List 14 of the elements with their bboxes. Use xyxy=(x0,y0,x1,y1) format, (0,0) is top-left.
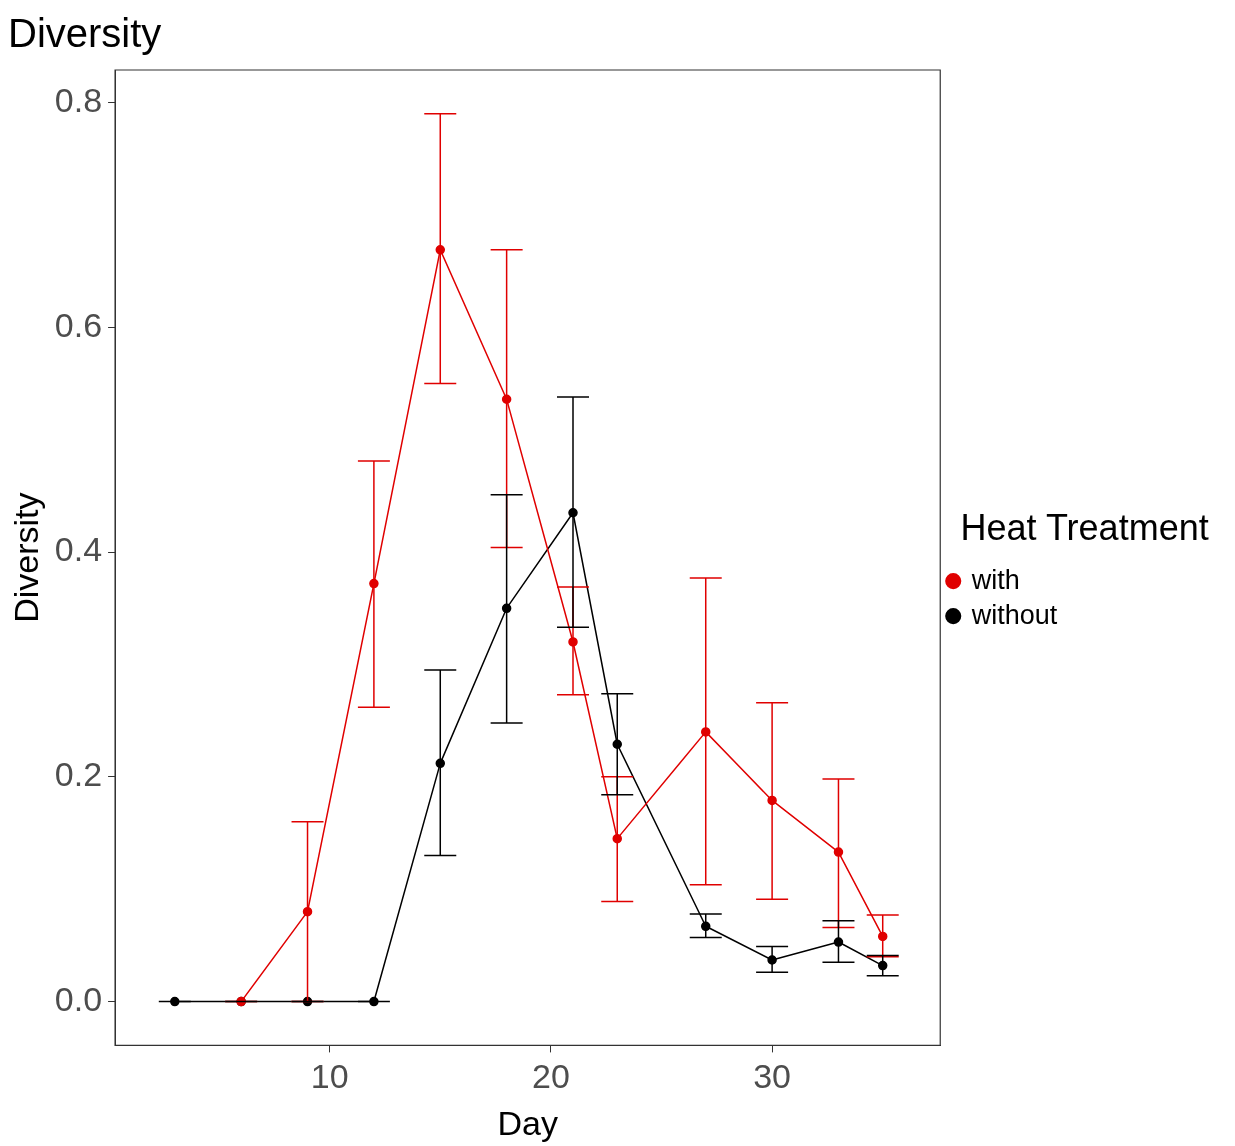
legend-label: without xyxy=(970,599,1058,630)
x-tick-label: 20 xyxy=(531,1057,570,1096)
legend-title: Heat Treatment xyxy=(960,507,1209,549)
legend-label: with xyxy=(970,564,1020,595)
x-tick-label: 10 xyxy=(310,1057,349,1096)
y-tick-label: 0.6 xyxy=(54,305,103,344)
x-axis-title: Day xyxy=(497,1103,558,1142)
y-tick-label: 0.2 xyxy=(54,755,103,794)
x-tick-label: 30 xyxy=(753,1057,792,1096)
y-tick-label: 0.4 xyxy=(54,530,103,569)
y-tick-label: 0.0 xyxy=(54,979,103,1018)
y-tick-label: 0.8 xyxy=(54,80,103,119)
chart-title: Diversity xyxy=(8,11,162,56)
y-axis-title: Diversity xyxy=(6,492,45,623)
